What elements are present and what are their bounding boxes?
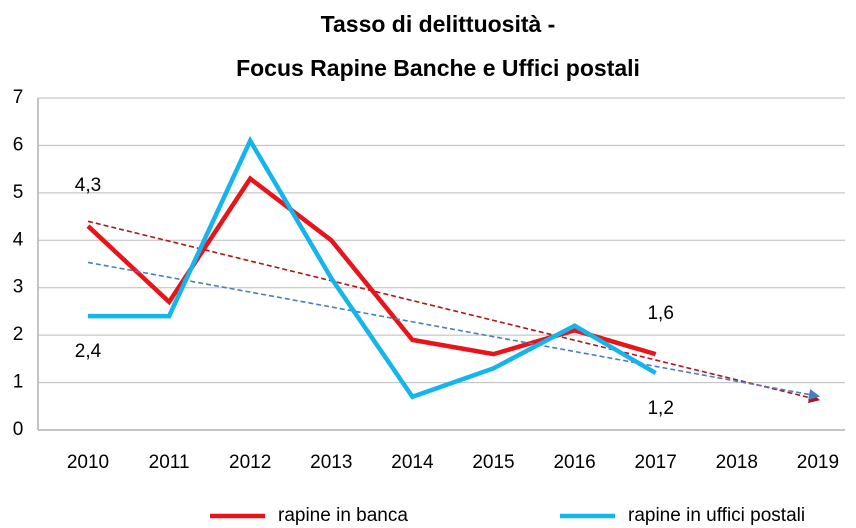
x-tick-label: 2018 <box>716 452 758 473</box>
x-tick-label: 2015 <box>472 452 514 473</box>
chart-title: Tasso di delittuosità - <box>321 11 556 37</box>
data-label: 1,2 <box>647 398 673 419</box>
x-tick-label: 2016 <box>553 452 595 473</box>
y-tick-label: 2 <box>13 324 24 345</box>
legend-label: rapine in uffici postali <box>628 505 805 526</box>
data-label: 2,4 <box>75 341 102 362</box>
x-tick-label: 2010 <box>67 452 109 473</box>
legend-label: rapine in banca <box>278 505 408 526</box>
x-tick-label: 2014 <box>391 452 434 473</box>
x-tick-label: 2013 <box>310 452 352 473</box>
x-tick-label: 2017 <box>635 452 677 473</box>
x-tick-label: 2019 <box>797 452 839 473</box>
y-tick-label: 0 <box>13 419 24 440</box>
series-line <box>88 135 657 400</box>
trend-line <box>87 261 821 400</box>
x-tick-label: 2011 <box>149 452 190 473</box>
y-tick-label: 5 <box>13 182 24 203</box>
data-label: 1,6 <box>647 303 673 324</box>
y-tick-label: 6 <box>13 134 24 155</box>
trend-line <box>87 220 821 403</box>
y-tick-label: 7 <box>13 87 24 108</box>
chart-title: Focus Rapine Banche e Uffici postali <box>236 55 640 81</box>
y-tick-label: 3 <box>13 277 24 298</box>
y-tick-label: 1 <box>13 372 24 393</box>
data-label: 4,3 <box>75 175 101 196</box>
y-tick-label: 4 <box>13 229 24 250</box>
x-tick-label: 2012 <box>229 452 271 473</box>
